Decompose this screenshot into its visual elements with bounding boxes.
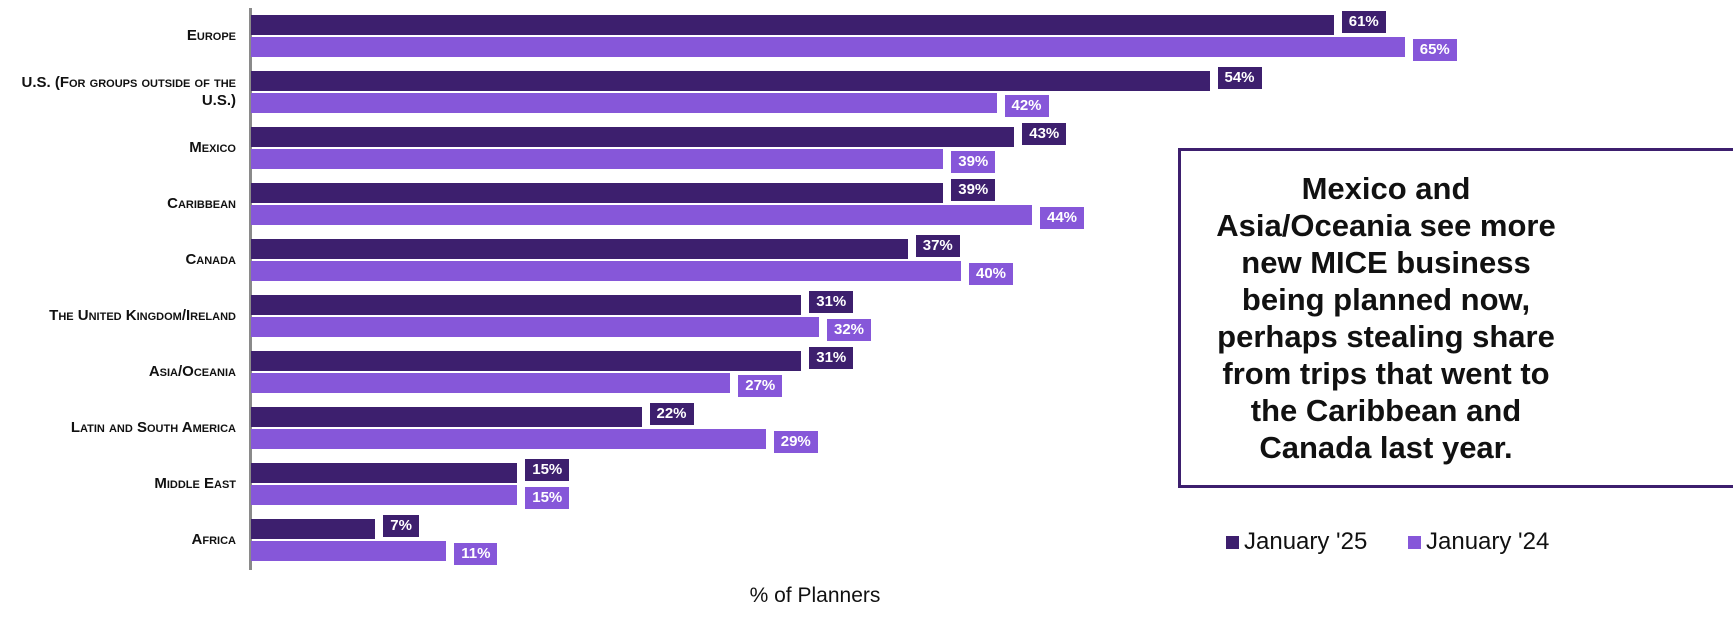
- legend-label: January '25: [1244, 528, 1368, 555]
- value-label: 22%: [649, 403, 694, 425]
- bar: [251, 351, 802, 371]
- category-label: U.S. (For groups outside of the U.S.): [21, 74, 236, 109]
- bar: [251, 15, 1334, 35]
- bar: [251, 317, 819, 337]
- bar: [251, 463, 518, 483]
- category-label: Latin and South America: [70, 419, 236, 436]
- category-label: Europe: [186, 27, 236, 44]
- bar: [251, 149, 944, 169]
- annotation-line: Mexico and: [1301, 171, 1471, 206]
- bar: [251, 37, 1405, 57]
- value-label: 39%: [951, 179, 996, 201]
- axis-line: [249, 8, 252, 570]
- value-label: 54%: [1217, 67, 1262, 89]
- annotation-line: new MICE business: [1241, 245, 1531, 280]
- bar: [251, 183, 944, 203]
- legend-item: January '25: [1226, 528, 1367, 556]
- bar: [251, 71, 1210, 91]
- bar: [251, 541, 447, 561]
- value-label: 40%: [969, 263, 1014, 285]
- value-label: 61%: [1341, 11, 1386, 33]
- value-label: 31%: [809, 291, 854, 313]
- annotation-line: the Caribbean and: [1250, 393, 1522, 428]
- value-label: 37%: [915, 235, 960, 257]
- value-label: 43%: [1022, 123, 1067, 145]
- value-label: 39%: [951, 151, 996, 173]
- value-label: 44%: [1040, 207, 1085, 229]
- category-label: Africa: [191, 531, 236, 548]
- value-label: 7%: [383, 515, 419, 537]
- value-label: 31%: [809, 347, 854, 369]
- category-label: Asia/Oceania: [148, 363, 236, 380]
- value-label: 11%: [454, 543, 498, 565]
- category-label: Mexico: [189, 139, 236, 156]
- value-label: 15%: [525, 487, 570, 509]
- value-label: 65%: [1412, 39, 1457, 61]
- annotation-box: Mexico and Asia/Oceania see more new MICE …: [1178, 148, 1733, 488]
- x-axis-label: % of Planners: [749, 584, 881, 607]
- legend-swatch: [1408, 535, 1421, 549]
- value-label: 15%: [525, 459, 570, 481]
- value-label: 27%: [738, 375, 783, 397]
- bar: [251, 93, 997, 113]
- legend-label: January '24: [1426, 528, 1550, 555]
- bar: [251, 519, 376, 539]
- category-label: Canada: [185, 251, 236, 268]
- bar: [251, 295, 802, 315]
- value-label: 42%: [1004, 95, 1049, 117]
- bar: [251, 373, 731, 393]
- annotation-line: perhaps stealing share: [1217, 319, 1555, 354]
- bar: [251, 205, 1032, 225]
- bar: [251, 239, 908, 259]
- category-label: Caribbean: [167, 195, 236, 212]
- legend-item: January '24: [1408, 528, 1549, 556]
- value-label: 32%: [827, 319, 872, 341]
- annotation-line: being planned now,: [1241, 282, 1531, 317]
- bar: [251, 261, 961, 281]
- bar: [251, 485, 518, 505]
- bar: [251, 429, 766, 449]
- bar: [251, 127, 1015, 147]
- bar: [251, 407, 642, 427]
- annotation-line: from trips that went to: [1222, 356, 1550, 391]
- annotation-line: Asia/Oceania see more: [1216, 208, 1556, 243]
- category-label: The United Kingdom/Ireland: [49, 307, 236, 324]
- category-label: Middle East: [154, 475, 236, 492]
- legend-swatch: [1226, 535, 1239, 549]
- annotation-line: Canada last year.: [1259, 430, 1513, 465]
- value-label: 29%: [773, 431, 818, 453]
